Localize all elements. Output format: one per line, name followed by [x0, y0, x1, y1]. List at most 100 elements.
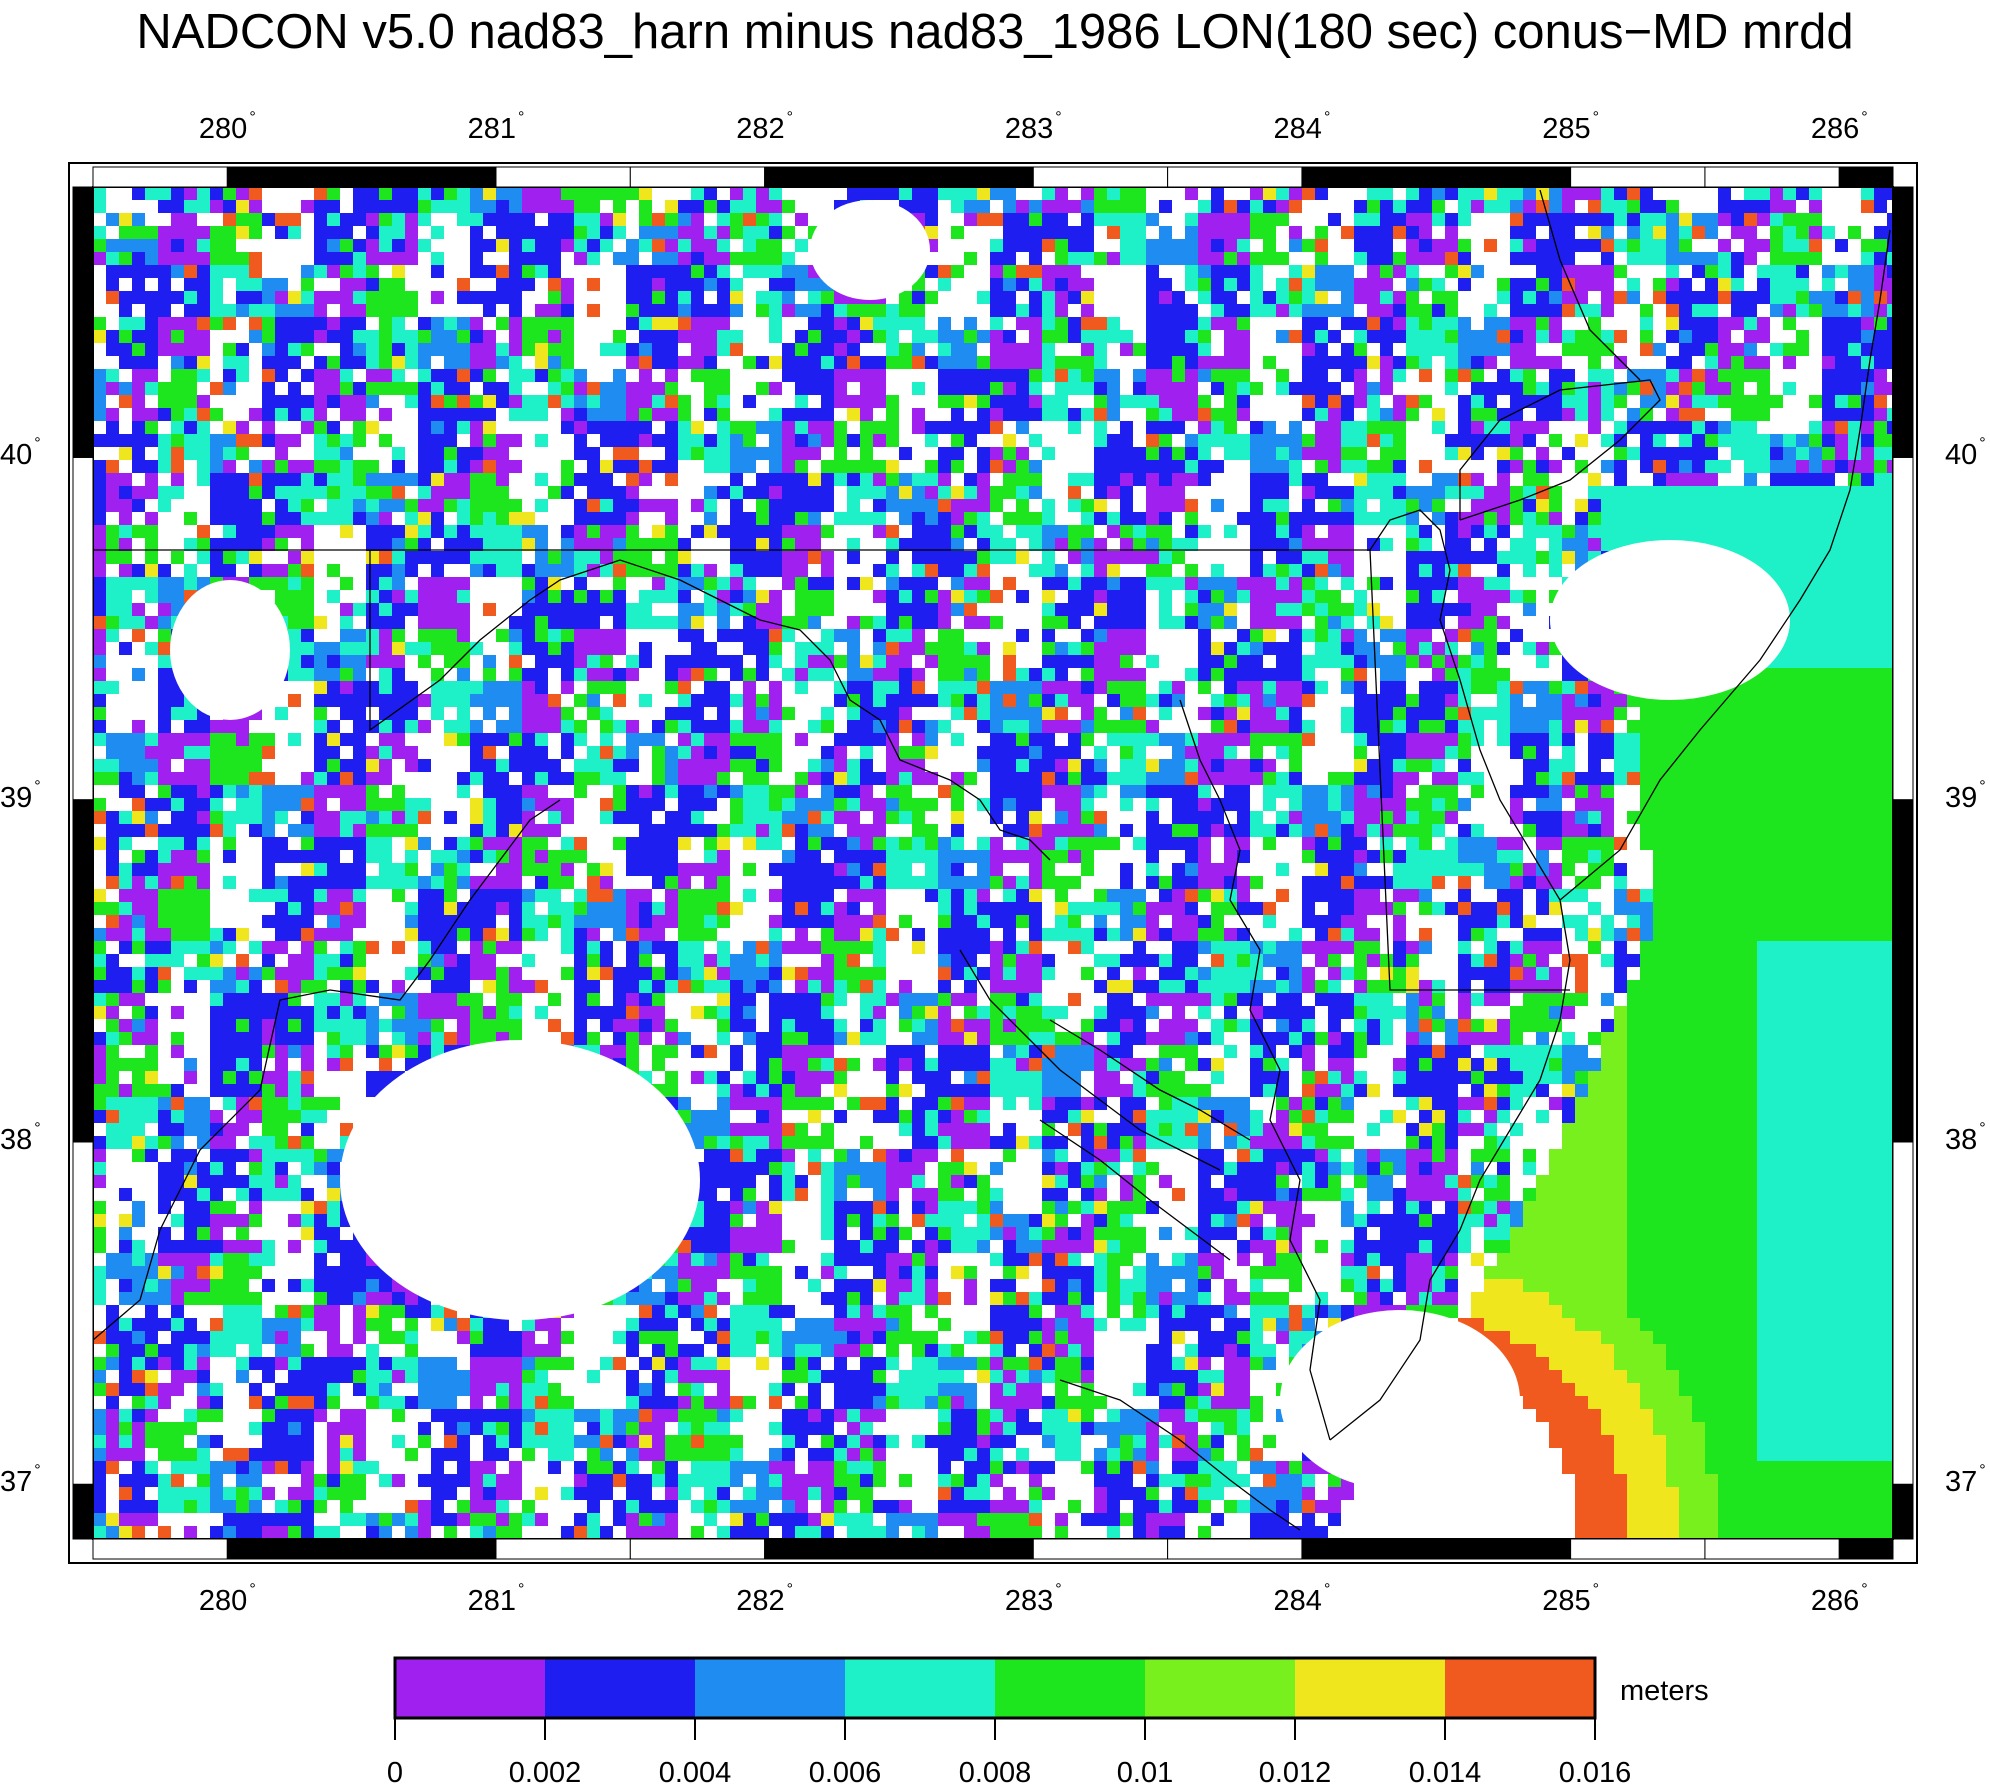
- degree-symbol: °: [1323, 1581, 1331, 1598]
- degree-symbol: °: [1055, 1581, 1062, 1598]
- coastline-segment: [93, 549, 1570, 991]
- frame-scale-bar: [72, 799, 94, 1143]
- degree-symbol: °: [1979, 1462, 1986, 1480]
- colorbar-units: meters: [1620, 1675, 1709, 1707]
- colorbar-tick-label: 0.008: [958, 1757, 1032, 1789]
- longitude-tick-label: 285 °: [1542, 109, 1599, 146]
- coastline-segment: [1039, 1119, 1231, 1261]
- coastline-segment: [1559, 229, 1891, 901]
- frame-scale-bar: [1892, 799, 1914, 1143]
- latitude-tick-label: 38 °: [1945, 1120, 1986, 1157]
- frame-scale-bar: [764, 166, 900, 188]
- frame-scale-bar: [1301, 1538, 1437, 1560]
- degree-symbol: °: [1592, 1581, 1600, 1598]
- colorbar-tick-label: 0.01: [1116, 1757, 1174, 1789]
- degree-symbol: °: [786, 109, 794, 126]
- colorbar-tick-label: 0.004: [658, 1757, 732, 1789]
- frame-scale-bar: [1704, 166, 1840, 188]
- coastline-segment: [1539, 189, 1641, 381]
- longitude-tick-label: 286 °: [1810, 109, 1868, 146]
- longitude-tick-label: 282 °: [736, 109, 793, 146]
- colorbar-segment: [1145, 1658, 1295, 1718]
- longitude-value: 280: [198, 113, 248, 145]
- latitude-tick-label: 37 °: [1945, 1462, 1986, 1499]
- latitude-value: 37: [0, 1466, 33, 1499]
- degree-symbol: °: [1861, 109, 1868, 126]
- coastline-segment: [959, 949, 1221, 1171]
- longitude-tick-label: 280 °: [198, 109, 256, 146]
- frame-scale-bar: [764, 1538, 900, 1560]
- colorbar-tick-label: 0.012: [1258, 1757, 1332, 1789]
- latitude-value: 38: [0, 1123, 33, 1156]
- degree-symbol: °: [1055, 109, 1062, 126]
- degree-symbol: °: [34, 1462, 41, 1480]
- data-raster: [93, 187, 1893, 1539]
- latitude-tick-label: 38 °: [0, 1120, 41, 1157]
- frame-scale-bar: [1892, 1141, 1914, 1485]
- longitude-value: 286: [1810, 1585, 1860, 1617]
- latitude-value: 39: [1945, 781, 1978, 814]
- coastline-segment: [1059, 1379, 1301, 1531]
- longitude-value: 284: [1273, 113, 1322, 145]
- colorbar-segment: [995, 1658, 1145, 1718]
- latitude-tick-label: 39 °: [0, 778, 41, 815]
- longitude-tick-label: 281 °: [467, 109, 525, 146]
- frame-scale-bar: [361, 1538, 497, 1560]
- frame-scale-bar: [226, 1538, 363, 1560]
- latitude-value: 37: [1945, 1466, 1978, 1499]
- colorbar-tick-label: 0: [386, 1757, 404, 1789]
- latitude-tick-label: 40 °: [1945, 435, 1986, 472]
- frame-scale-bar: [1032, 1538, 1169, 1560]
- longitude-tick-label: 283 °: [1004, 1581, 1062, 1618]
- longitude-value: 283: [1004, 1585, 1054, 1617]
- longitude-value: 281: [467, 113, 516, 145]
- latitude-value: 40: [1945, 439, 1978, 472]
- coastline-segment: [1459, 379, 1661, 521]
- degree-symbol: °: [1592, 109, 1600, 126]
- latitude-tick-label: 40 °: [0, 435, 41, 472]
- outer-frame: [68, 162, 1918, 1564]
- degree-symbol: °: [1979, 435, 1986, 453]
- longitude-value: 284: [1273, 1585, 1322, 1617]
- latitude-value: 38: [1945, 1123, 1978, 1156]
- colorbar-segment: [1295, 1658, 1445, 1718]
- longitude-value: 283: [1004, 113, 1054, 145]
- frame-scale-bar: [92, 1538, 228, 1560]
- frame-scale-bar: [1435, 166, 1572, 188]
- frame-scale-bar: [361, 166, 497, 188]
- degree-symbol: °: [1861, 1581, 1868, 1598]
- coastline-and-state-borders: [93, 189, 1891, 1531]
- frame-scale-bar: [629, 1538, 766, 1560]
- frame-scale-bar: [72, 1483, 94, 1540]
- colorbar-segment: [395, 1658, 545, 1718]
- frame-scale-bar: [1570, 1538, 1706, 1560]
- frame-scale-bar: [1892, 1483, 1914, 1540]
- degree-symbol: °: [249, 109, 256, 126]
- frame-scale-bar: [1167, 166, 1303, 188]
- coastline-segment: [1049, 1019, 1251, 1141]
- frame-scale-bar: [72, 186, 94, 458]
- map-frame: [68, 162, 1918, 1564]
- frame-scale-bar: [898, 1538, 1034, 1560]
- coastline-segment: [93, 799, 561, 1341]
- longitude-value: 280: [198, 1585, 248, 1617]
- longitude-value: 281: [467, 1585, 516, 1617]
- degree-symbol: °: [249, 1581, 256, 1598]
- frame-scale-bar: [1838, 1538, 1894, 1560]
- frame-scale-bar: [1838, 166, 1894, 188]
- degree-symbol: °: [1979, 1119, 1986, 1137]
- coastline-segment: [1179, 699, 1331, 1441]
- latitude-tick-label: 37 °: [0, 1462, 41, 1499]
- frame-scale-bar: [1167, 1538, 1303, 1560]
- degree-symbol: °: [1323, 109, 1331, 126]
- frame-scale-bar: [495, 1538, 631, 1560]
- colorbar-segment: [695, 1658, 845, 1718]
- longitude-value: 282: [736, 1585, 785, 1617]
- longitude-value: 286: [1810, 113, 1860, 145]
- frame-scale-bar: [1301, 166, 1437, 188]
- degree-symbol: °: [786, 1581, 794, 1598]
- colorbar-segment: [545, 1658, 695, 1718]
- longitude-tick-label: 285 °: [1542, 1581, 1599, 1618]
- frame-scale-bar: [1892, 186, 1914, 458]
